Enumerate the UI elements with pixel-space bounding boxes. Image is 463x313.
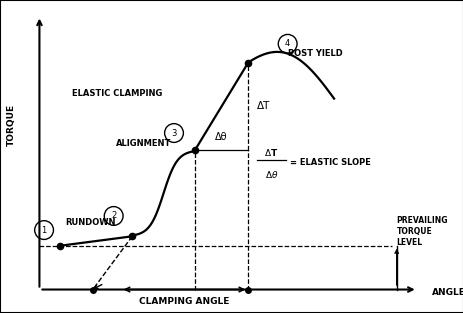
Text: ELASTIC CLAMPING: ELASTIC CLAMPING [72, 90, 162, 98]
Text: 1: 1 [41, 226, 47, 234]
Text: POST YIELD: POST YIELD [287, 49, 342, 58]
Text: = ELASTIC SLOPE: = ELASTIC SLOPE [289, 158, 370, 167]
Text: TORQUE: TORQUE [7, 104, 16, 146]
Text: ANGLE: ANGLE [431, 288, 463, 297]
Text: 2: 2 [111, 212, 116, 220]
Text: CLAMPING ANGLE: CLAMPING ANGLE [139, 297, 229, 306]
Text: $\Delta$T: $\Delta$T [264, 147, 278, 158]
Text: $\Delta\theta$: $\Delta\theta$ [264, 169, 278, 180]
Text: 4: 4 [284, 39, 290, 48]
Text: PREVAILING
TORQUE
LEVEL: PREVAILING TORQUE LEVEL [396, 216, 447, 247]
Text: 3: 3 [171, 129, 176, 137]
Text: RUNDOWN: RUNDOWN [65, 218, 115, 227]
Text: Δθ: Δθ [215, 132, 227, 142]
Text: ΔT: ΔT [256, 101, 269, 111]
Text: ALIGNMENT: ALIGNMENT [116, 140, 171, 148]
